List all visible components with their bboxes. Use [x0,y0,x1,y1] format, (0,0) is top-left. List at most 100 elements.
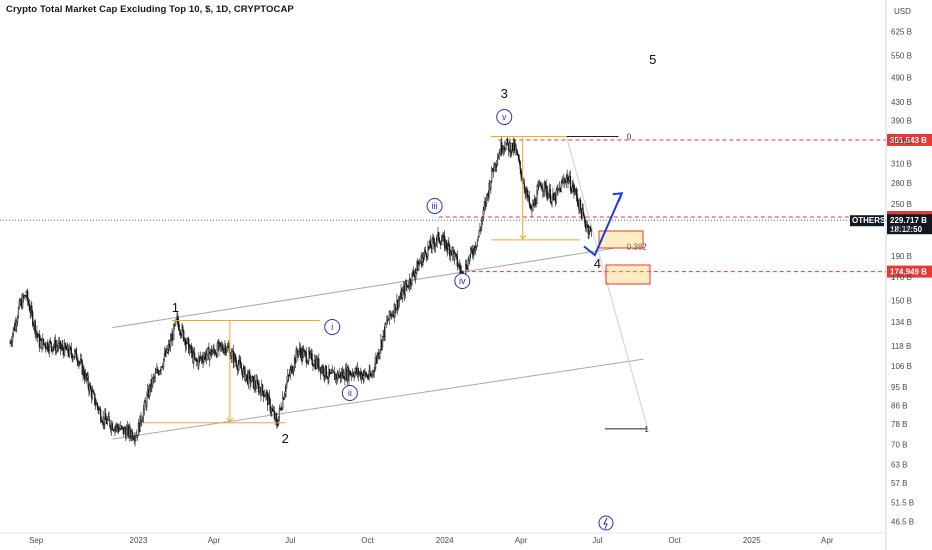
candle-body [99,408,101,410]
subwave-circle [324,319,341,335]
candle-body [198,356,200,366]
candle-body [409,278,411,285]
candle-body [287,375,289,382]
candle-body [115,426,117,428]
candle-body [491,168,493,182]
candle-body [194,352,196,359]
projection-path [583,192,623,257]
subwave-circle [454,273,471,289]
candle-body [574,191,576,193]
candle-body [480,221,483,229]
candle-body [219,342,221,344]
x-tick-label: Oct [668,536,681,545]
candle-body [284,390,286,395]
fib-label: 0.382 [627,242,648,251]
candle-body [52,347,54,351]
candle-body [211,351,213,356]
candle-body [64,343,67,349]
candle-body [454,253,457,255]
candle-body [28,303,30,311]
candle-body [167,348,169,353]
candle-body [244,367,246,381]
fib-diagonal [565,136,649,430]
candle-body [213,347,215,351]
x-tick-label: Apr [208,536,221,545]
candle-body [564,179,566,182]
candle-body [179,330,181,336]
candle-body [256,380,258,389]
x-tick-label: 2024 [436,536,454,545]
candle-body [126,429,128,439]
candle-body [373,370,375,372]
candle-body [134,436,136,441]
candle-body [469,254,471,262]
candle-body [54,340,56,352]
y-tick-label: 46.5 B [891,518,914,527]
candle-body [264,395,266,397]
lightning-icon [598,515,614,531]
candle-body [312,363,314,366]
candle-body [108,416,110,421]
candle-body [480,227,482,230]
candle-body [158,371,161,375]
candle-body [140,415,142,424]
candle-body [366,375,369,378]
price-level-tag [887,133,932,146]
candle-body [318,358,320,370]
y-tick-label: 390 B [891,116,912,125]
candle-body [277,424,279,426]
candle-body [517,154,520,160]
candle-body [12,327,15,335]
candle-body [534,198,536,205]
candle-body [293,367,295,372]
candle-body [496,164,498,166]
candle-body [378,353,380,358]
candle-body [81,360,83,375]
candle-body [276,418,278,426]
candle-body [262,390,265,397]
y-tick-label: 170 B [891,273,912,282]
candle-body [275,414,277,419]
candle-body [50,341,52,348]
y-tick-label: 550 B [891,51,912,60]
candle-body [226,346,228,351]
candle-body [304,350,307,353]
y-tick-label: 106 B [891,362,912,371]
measure-arrowhead [519,235,527,240]
candle-body [47,342,49,350]
candle-body [272,408,274,411]
candle-body [525,191,527,194]
candle-body [96,402,98,407]
candle-body [460,268,462,274]
y-tick-label: 118 B [891,342,911,351]
candle-body [83,367,85,377]
candle-body [277,416,280,426]
candle-body [221,345,223,350]
candle-body [141,421,143,424]
wave-label: 2 [282,431,289,446]
candle-body [305,352,307,363]
candle-body [11,333,14,343]
candle-body [44,343,46,348]
candle-body [477,236,479,240]
candle-body [73,356,75,358]
candle-body [496,158,499,165]
candle-body [433,238,435,244]
candle-body [32,312,34,326]
candle-body [225,345,227,353]
candle-body [404,283,406,296]
candle-body [467,259,469,270]
candle-body [441,240,443,242]
candle-body [285,384,287,392]
candle-body [501,142,503,152]
candle-body [528,195,531,206]
candle-body [308,351,310,362]
price-level-tag [887,265,932,278]
candle-body [371,370,374,376]
candle-body [541,187,543,189]
candle-body [440,241,442,245]
candle-body [476,239,478,246]
y-tick-label: 220 B [891,224,912,233]
subwave-label: v [502,112,507,122]
